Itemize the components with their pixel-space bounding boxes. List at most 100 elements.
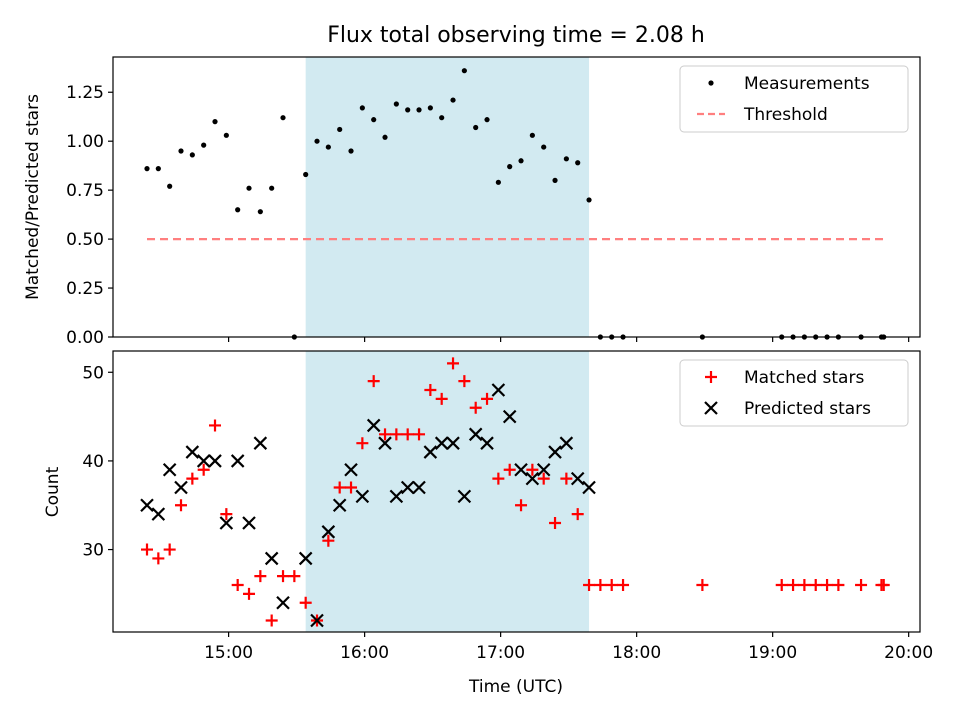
matched-stars-point [696,579,709,592]
predicted-stars-point [321,525,336,539]
predicted-stars-point [276,595,290,610]
matched-stars-point [356,437,369,450]
matched-stars-point [367,375,380,388]
x-axis-label: Time (UTC) [468,677,563,697]
matched-stars-point [809,579,822,592]
matched-stars-point [254,570,267,583]
matched-stars-point [277,570,290,583]
measurements-point [348,148,354,154]
matched-stars-point [492,472,505,485]
matched-stars-point [469,401,482,414]
predicted-stars-point [536,463,551,477]
predicted-stars-point [423,445,438,459]
legend-label-measurements: Measurements [744,74,870,94]
y-tick-label: 40 [82,452,104,472]
matched-stars-point [435,392,448,405]
matched-stars-point [424,384,437,397]
predicted-stars-point [582,480,596,495]
predicted-stars-point [378,436,392,450]
predicted-stars-point [366,418,381,433]
measurements-point [371,117,377,123]
measurements-point [552,177,558,183]
legend-marker-matched-stars [705,371,717,383]
matched-stars-point [594,579,607,592]
x-tick-label: 19:00 [748,643,797,663]
y-tick-label: 30 [82,541,104,561]
predicted-stars-point [242,516,256,530]
measurements-point [359,105,365,111]
matched-stars-point [503,463,516,476]
x-tick-label: 15:00 [204,643,253,663]
measurements-point [235,207,241,213]
matched-stars-point [163,543,176,556]
measurements-point [575,160,581,166]
measurements-point [189,152,195,158]
legend-label-matched-stars: Matched stars [744,368,864,388]
predicted-stars-point [480,436,494,450]
predicted-stars-point [174,480,188,495]
observing-span [305,351,590,632]
measurements-point [518,158,524,164]
matched-stars-point [526,463,539,476]
predicted-stars-point [140,498,154,513]
panel-ratio: 0.00 0.25 0.50 0.75 1.00 1.25 Measurements Thre… [66,56,921,348]
matched-stars-point [605,579,618,592]
measurements-point [257,209,263,215]
measurements-point [280,115,286,121]
measurements-point [405,107,411,113]
predicted-stars-point [344,463,358,477]
matched-stars-point [175,499,188,512]
matched-stars-point [345,481,358,494]
measurements-point [563,156,569,162]
measurements-point [586,197,592,203]
measurements-point [461,68,467,74]
measurements-point [303,171,309,178]
panel-count: 30 40 50 15:00 16:00 17:00 18:00 19:00 20:00 Matc… [82,350,933,663]
predicted-stars-point [219,516,234,530]
predicted-stars-point [389,489,404,504]
matched-stars-point [571,508,584,521]
predicted-stars-point [457,489,472,504]
measurements-point [314,138,320,144]
predicted-stars-point [514,463,528,477]
measurements-point [484,117,490,123]
chart-title: Flux total observing time = 2.08 h [327,23,705,48]
measurements-point [337,126,343,133]
y-tick-label: 0.75 [66,181,104,201]
legend-box [679,359,909,427]
x-tick-label: 18:00 [612,643,661,663]
matched-stars-point [787,579,800,592]
measurements-point [495,179,501,185]
y-axis-label-ratio: Matched/Predicted stars [23,94,43,300]
predicted-stars-point [151,507,166,521]
plot-frame [112,56,921,338]
matched-stars-point [617,579,630,592]
matched-stars-point [288,570,301,583]
matched-stars-point [832,579,845,592]
y-tick-label: 0.25 [66,279,104,299]
matched-stars-point [401,428,414,441]
predicted-stars-point [468,427,483,442]
predicted-stars-point [298,551,313,566]
predicted-stars-point [230,454,245,468]
y-tick-label: 0.50 [66,230,104,250]
predicted-stars-point [310,613,324,628]
measurements-point [416,107,422,113]
x-tick-label: 17:00 [476,643,525,663]
predicted-stars-point [570,471,585,486]
x-tick-label: 16:00 [340,643,389,663]
measurements-point [246,185,252,191]
predicted-stars-point [548,445,562,459]
legend-marker-measurements [708,80,714,86]
predicted-stars-point [332,498,347,513]
predicted-stars-point [525,471,540,486]
matched-stars-point [821,579,834,592]
predicted-stars-point [264,551,279,566]
measurements-point [541,144,547,150]
predicted-stars-point [196,454,211,468]
legend-box [679,65,909,133]
observing-span [305,57,590,337]
measurements-point [382,134,388,140]
predicted-stars-point [185,445,200,459]
